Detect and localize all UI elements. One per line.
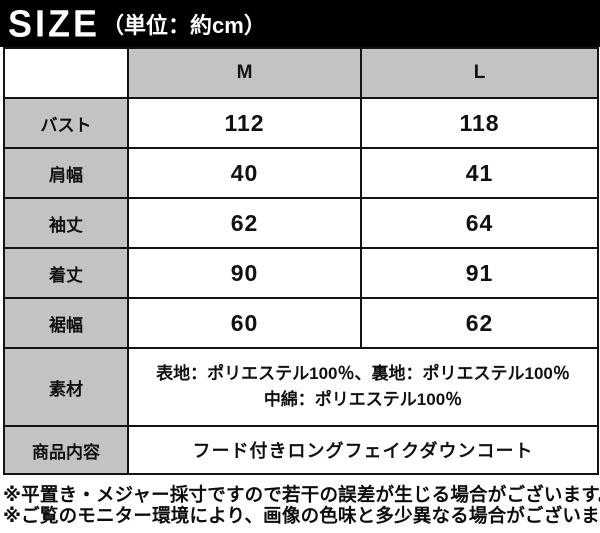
row-label-shoulder: 肩幅 bbox=[3, 147, 129, 199]
footnotes: ※平置き・メジャー採寸ですので若干の誤差が生じる場合がございます。 ※ご覧のモニ… bbox=[3, 484, 600, 526]
bust-value-l: 118 bbox=[360, 97, 599, 149]
column-header-l: L bbox=[360, 47, 599, 99]
material-value-cell: 表地：ポリエステル100％、裏地：ポリエステル100％ 中綿：ポリエステル100… bbox=[127, 347, 599, 427]
table-header-row: M L bbox=[3, 47, 599, 99]
material-line-1: 表地：ポリエステル100％、裏地：ポリエステル100％ bbox=[156, 363, 570, 383]
sleeve-value-l: 64 bbox=[360, 197, 599, 249]
shoulder-value-m: 40 bbox=[127, 147, 362, 199]
shoulder-value-l: 41 bbox=[360, 147, 599, 199]
row-label-sleeve: 袖丈 bbox=[3, 197, 129, 249]
row-label-length: 着丈 bbox=[3, 247, 129, 299]
table-row-bust: バスト 112 118 bbox=[3, 97, 599, 149]
length-value-l: 91 bbox=[360, 247, 599, 299]
size-spec-table: M L バスト 112 118 肩幅 40 41 袖丈 62 64 着丈 90 … bbox=[3, 47, 599, 475]
sleeve-value-m: 62 bbox=[127, 197, 362, 249]
row-label-hem: 裾幅 bbox=[3, 297, 129, 349]
table-row-shoulder: 肩幅 40 41 bbox=[3, 147, 599, 199]
table-row-hem: 裾幅 60 62 bbox=[3, 297, 599, 349]
title-unit-text: （単位：約cm） bbox=[102, 12, 266, 38]
footnote-measurement: ※平置き・メジャー採寸ですので若干の誤差が生じる場合がございます。 bbox=[3, 484, 600, 505]
table-row-product: 商品内容 フード付きロングフェイクダウンコート bbox=[3, 425, 599, 475]
length-value-m: 90 bbox=[127, 247, 362, 299]
row-label-product: 商品内容 bbox=[3, 425, 129, 475]
table-row-sleeve: 袖丈 62 64 bbox=[3, 197, 599, 249]
bust-value-m: 112 bbox=[127, 97, 362, 149]
header-corner-cell bbox=[3, 47, 129, 99]
column-header-m: M bbox=[127, 47, 362, 99]
hem-value-l: 62 bbox=[360, 297, 599, 349]
size-chart-title-bar: SIZE （単位：約cm） bbox=[0, 0, 600, 47]
row-label-bust: バスト bbox=[3, 97, 129, 149]
material-line-2: 中綿：ポリエステル100％ bbox=[263, 390, 463, 409]
table-row-length: 着丈 90 91 bbox=[3, 247, 599, 299]
row-label-material: 素材 bbox=[3, 347, 129, 427]
hem-value-m: 60 bbox=[127, 297, 362, 349]
product-value-cell: フード付きロングフェイクダウンコート bbox=[127, 425, 599, 475]
footnote-monitor: ※ご覧のモニター環境により、画像の色味と多少異なる場合がございます。 bbox=[3, 505, 600, 526]
title-size-text: SIZE bbox=[8, 1, 101, 45]
table-row-material: 素材 表地：ポリエステル100％、裏地：ポリエステル100％ 中綿：ポリエステル… bbox=[3, 347, 599, 427]
